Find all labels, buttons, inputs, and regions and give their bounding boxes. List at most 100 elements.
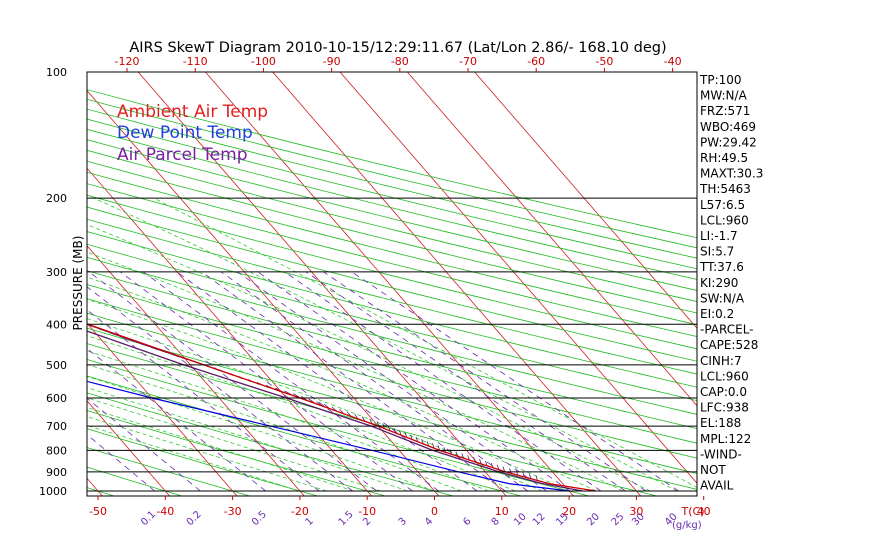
dry-adiabat-line	[87, 183, 697, 337]
top-temp-tick-label: -60	[527, 55, 545, 68]
cape-hatch-mark	[502, 466, 506, 472]
dry-adiabat-line	[87, 284, 697, 444]
chart-title: AIRS SkewT Diagram 2010-10-15/12:29:11.6…	[129, 40, 666, 56]
dry-adiabat-line	[87, 447, 252, 496]
moist-adiabat-line	[87, 387, 408, 492]
stat-label: KI:290	[700, 276, 738, 290]
top-temp-tick-label: -100	[251, 55, 276, 68]
top-temp-tick-label: -110	[183, 55, 208, 68]
moist-adiabat-line	[87, 376, 435, 492]
stat-label: WBO:469	[700, 120, 756, 134]
pressure-tick-label: 600	[46, 392, 67, 405]
dry-adiabat-line	[87, 160, 697, 314]
isotherm-line	[272, 72, 642, 496]
bottom-temp-tick-label: 30	[629, 505, 643, 518]
dry-adiabat-line	[87, 139, 697, 291]
stat-label: PW:29.42	[700, 135, 757, 149]
pressure-tick-label: 500	[46, 359, 67, 372]
top-temp-tick-label: -40	[664, 55, 682, 68]
bottom-temp-tick-label: -40	[156, 505, 174, 518]
legend-dew-point-temp: Dew Point Temp	[117, 123, 253, 143]
moist-adiabat-line	[87, 350, 489, 492]
isotherm-line	[339, 72, 697, 484]
stat-label: SI:5.7	[700, 245, 734, 259]
isotherm-line	[87, 167, 373, 496]
stat-label: EI:0.2	[700, 307, 734, 321]
pressure-tick-label: 800	[46, 444, 67, 457]
top-temp-tick-label: -120	[115, 55, 140, 68]
stat-label: MPL:122	[700, 432, 751, 446]
stat-label: AVAIL	[700, 479, 734, 493]
pressure-tick-label: 100	[46, 66, 67, 79]
bottom-temp-tick-label: -10	[358, 505, 376, 518]
dry-adiabat-line	[87, 392, 455, 496]
bottom-temp-tick-label: 0	[431, 505, 438, 518]
dry-adiabat-line	[87, 149, 697, 302]
stat-label: L57:6.5	[700, 198, 745, 212]
legend-air-parcel-temp: Air Parcel Temp	[117, 145, 248, 165]
ambient-temp-profile	[87, 323, 597, 492]
dry-adiabat-line	[87, 327, 697, 490]
mixing-ratio-line	[87, 434, 155, 492]
top-temp-tick-label: -90	[323, 55, 341, 68]
mixing-ratio-line	[87, 286, 353, 492]
dry-adiabat-line	[87, 118, 697, 270]
moist-adiabat-line	[93, 197, 677, 492]
stat-label: FRZ:571	[700, 104, 750, 118]
bottom-temp-tick-label: 20	[562, 505, 576, 518]
top-temp-tick-label: -80	[391, 55, 409, 68]
dry-adiabat-line	[87, 231, 697, 388]
stat-label: EL:188	[700, 416, 741, 430]
isotherm-line	[204, 72, 574, 496]
stat-label: CAP:0.0	[700, 385, 747, 399]
stat-label: TT:37.6	[699, 260, 744, 274]
cape-hatch-mark	[515, 470, 519, 476]
top-temp-tick-label: -50	[595, 55, 613, 68]
plot-frame	[86, 71, 698, 497]
dry-adiabat-line	[87, 218, 697, 375]
dry-adiabat-line	[87, 98, 697, 249]
mixing-ratio-line	[305, 271, 626, 492]
bottom-temp-tick-label: -50	[89, 505, 107, 518]
mixing-ratio-line	[176, 271, 478, 492]
stat-label: TH:5463	[699, 182, 751, 196]
dry-adiabat-line	[87, 171, 697, 326]
pressure-tick-label: 300	[46, 266, 67, 279]
cape-hatch-mark	[535, 475, 538, 481]
mixing-ratio-line	[87, 397, 201, 492]
stat-label: LCL:960	[700, 369, 749, 383]
pressure-tick-label: 400	[46, 318, 67, 331]
mixing-ratio-line	[120, 271, 413, 492]
dry-adiabat-line	[87, 466, 184, 496]
stat-label: CAPE:528	[700, 338, 758, 352]
dry-adiabat-line	[87, 298, 697, 459]
stat-label: MW:N/A	[700, 89, 748, 103]
bottom-temp-tick-label: 10	[495, 505, 509, 518]
dry-adiabat-line	[87, 108, 697, 259]
moist-adiabat-line	[87, 363, 462, 492]
isotherm-line	[87, 400, 171, 496]
dry-adiabat-line	[87, 375, 523, 496]
stat-label: -WIND-	[700, 447, 742, 461]
mixing-ratio-line	[323, 271, 647, 492]
mixing-ratio-line	[201, 271, 506, 492]
cape-hatch-mark	[528, 473, 532, 479]
mixing-ratio-unit-label: (g/kg)	[672, 520, 702, 531]
bottom-temp-tick-label: -20	[291, 505, 309, 518]
stat-label: LI:-1.7	[700, 229, 738, 243]
top-temp-tick-label: -70	[459, 55, 477, 68]
dry-adiabat-line	[87, 206, 697, 362]
stat-label: MAXT:30.3	[700, 167, 763, 181]
moist-adiabat-line	[87, 397, 381, 492]
stat-label: CINH:7	[700, 354, 742, 368]
dry-adiabat-line	[87, 243, 697, 402]
dry-adiabat-line	[87, 194, 697, 350]
mixing-ratio-line	[237, 271, 547, 492]
mixing-ratio-line	[220, 271, 528, 492]
dry-adiabat-line	[87, 312, 697, 474]
cape-hatch-mark	[522, 471, 525, 478]
bottom-temp-tick-label: 40	[697, 505, 711, 518]
mixing-ratio-line	[87, 348, 266, 492]
stat-label: LCL:960	[700, 213, 749, 227]
y-axis-label: PRESSURE (MB)	[71, 236, 85, 331]
